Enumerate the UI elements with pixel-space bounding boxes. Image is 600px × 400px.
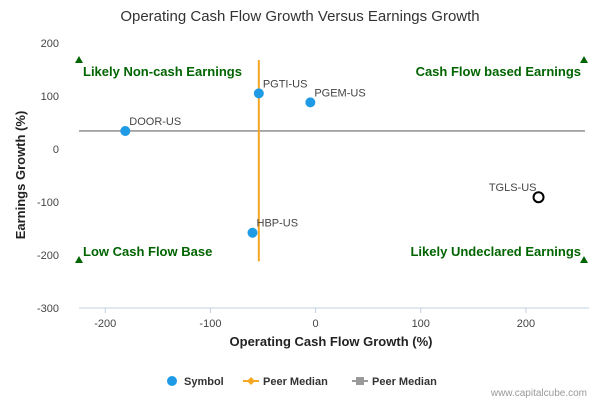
legend-label: Peer Median [263, 376, 328, 388]
x-tick-label: -100 [199, 318, 221, 330]
x-tick-label: 0 [313, 318, 319, 330]
quadrant-marker-top-right [580, 56, 588, 63]
legend: Symbol Peer Median Peer Median [167, 376, 437, 388]
quadrant-label-bottom-left: Low Cash Flow Base [83, 244, 212, 259]
y-tick-label: -200 [37, 250, 59, 262]
x-tick-label: 200 [517, 318, 535, 330]
x-tick-label: 100 [412, 318, 430, 330]
data-point-label: DOOR-US [129, 116, 181, 128]
y-tick-label: 100 [41, 91, 59, 103]
legend-marker-symbol [167, 376, 177, 386]
chart-title: Operating Cash Flow Growth Versus Earnin… [120, 8, 479, 25]
legend-marker-peer-median [356, 377, 364, 385]
legend-marker-peer-median [247, 377, 255, 385]
quadrant-label-top-right: Cash Flow based Earnings [416, 64, 581, 79]
data-point-label: PGTI-US [263, 78, 308, 90]
quadrant-label-bottom-right: Likely Undeclared Earnings [410, 244, 581, 259]
y-tick-label: -100 [37, 197, 59, 209]
quadrant-marker-bottom-left [75, 256, 83, 263]
y-axis-title: Earnings Growth (%) [13, 111, 28, 240]
data-point-label: TGLS-US [489, 182, 537, 194]
data-point [247, 227, 258, 238]
quadrant-label-top-left: Likely Non-cash Earnings [83, 64, 242, 79]
data-point [305, 97, 316, 108]
x-axis-title: Operating Cash Flow Growth (%) [230, 334, 433, 349]
data-point [120, 125, 131, 136]
y-tick-label: -300 [37, 303, 59, 315]
data-point-label: HBP-US [257, 218, 299, 230]
data-point [253, 88, 264, 99]
quadrant-marker-bottom-right [580, 256, 588, 263]
legend-label: Symbol [184, 376, 224, 388]
x-tick-label: -200 [94, 318, 116, 330]
y-tick-label: 200 [41, 38, 59, 50]
plot-area: -200 -100 0 100 200 -300 -200 -100 0 100 200 Likely… [37, 38, 589, 330]
data-point [532, 191, 545, 204]
y-tick-label: 0 [53, 144, 59, 156]
data-point-label: PGEM-US [314, 87, 365, 99]
credit-text: www.capitalcube.com [490, 388, 587, 399]
legend-label: Peer Median [372, 376, 437, 388]
quadrant-marker-top-left [75, 56, 83, 63]
